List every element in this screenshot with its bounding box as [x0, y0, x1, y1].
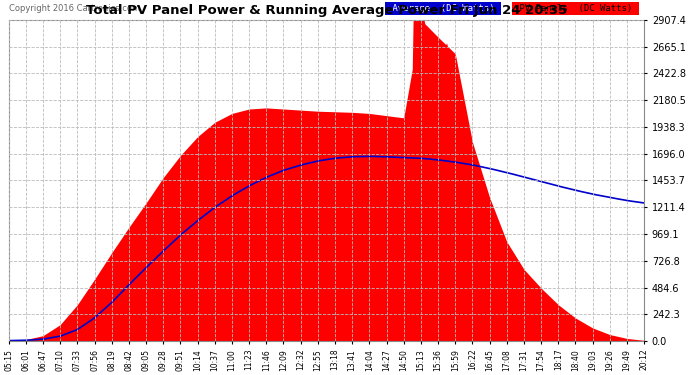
Text: Average  (DC Watts): Average (DC Watts) [387, 4, 500, 13]
Title: Total PV Panel Power & Running Average Power Fri Jun 24 20:35: Total PV Panel Power & Running Average P… [86, 4, 567, 17]
Text: Copyright 2016 Cartronics.com: Copyright 2016 Cartronics.com [9, 4, 140, 13]
Text: PV Panels  (DC Watts): PV Panels (DC Watts) [514, 4, 638, 13]
